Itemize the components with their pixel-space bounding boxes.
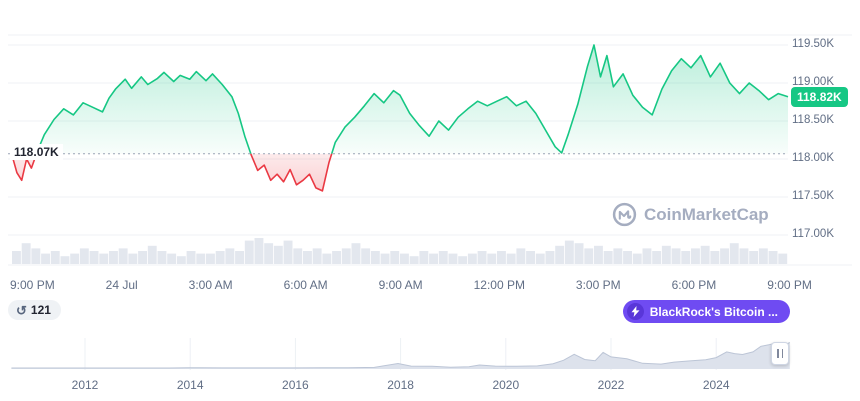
range-navigator[interactable] (0, 338, 860, 370)
year-axis-label: 2014 (176, 378, 204, 392)
time-axis: 9:00 PM 24 Jul 3:00 AM 6:00 AM 9:00 AM 12:00 … (10, 278, 812, 292)
price-chart-canvas (8, 34, 852, 266)
news-badge[interactable]: BlackRock's Bitcoin ... (622, 300, 790, 323)
news-badge-label: BlackRock's Bitcoin ... (649, 304, 778, 319)
y-axis-label: 117.50K (792, 190, 834, 202)
open-price-label: 118.07K (10, 143, 63, 160)
x-axis-label: 12:00 PM (473, 278, 525, 292)
year-axis: 2012 2014 2016 2018 2020 2022 2024 (0, 378, 860, 394)
history-clock-icon: ↺ (16, 302, 27, 318)
x-axis-label: 3:00 PM (575, 278, 621, 292)
year-axis-label: 2012 (71, 378, 99, 392)
chart-history-badge[interactable]: ↺ 121 (8, 300, 61, 320)
y-axis-label: 119.50K (792, 38, 834, 50)
y-axis-label: 118.00K (792, 152, 834, 164)
watermark-text: CoinMarketCap (644, 204, 769, 224)
price-chart-area[interactable]: 119.50K 119.00K 118.50K 118.00K 117.50K 117.0… (0, 0, 860, 270)
y-axis-label: 118.50K (792, 114, 834, 126)
year-axis-label: 2024 (702, 378, 730, 392)
x-axis-label: 3:00 AM (188, 278, 233, 292)
x-axis-label: 9:00 AM (378, 278, 423, 292)
x-axis-label: 6:00 PM (671, 278, 717, 292)
lightning-icon (626, 303, 644, 320)
x-axis-label: 6:00 AM (283, 278, 328, 292)
year-axis-label: 2016 (282, 378, 309, 392)
history-count: 121 (30, 303, 51, 317)
y-axis-label: 117.00K (792, 228, 834, 240)
x-axis-label: 9:00 PM (767, 278, 812, 292)
range-handle[interactable] (771, 342, 789, 365)
current-price-badge: 118.82K (791, 86, 848, 107)
coinmarketcap-logo-icon (612, 202, 637, 227)
coinmarketcap-watermark: CoinMarketCap (612, 202, 769, 227)
y-axis-label: 119.00K (792, 76, 834, 88)
year-axis-label: 2022 (597, 378, 625, 392)
year-axis-label: 2020 (492, 378, 520, 392)
x-axis-label: 9:00 PM (10, 278, 55, 292)
x-axis-label: 24 Jul (105, 278, 138, 292)
navigator-canvas (11, 338, 791, 370)
year-axis-label: 2018 (387, 378, 414, 392)
